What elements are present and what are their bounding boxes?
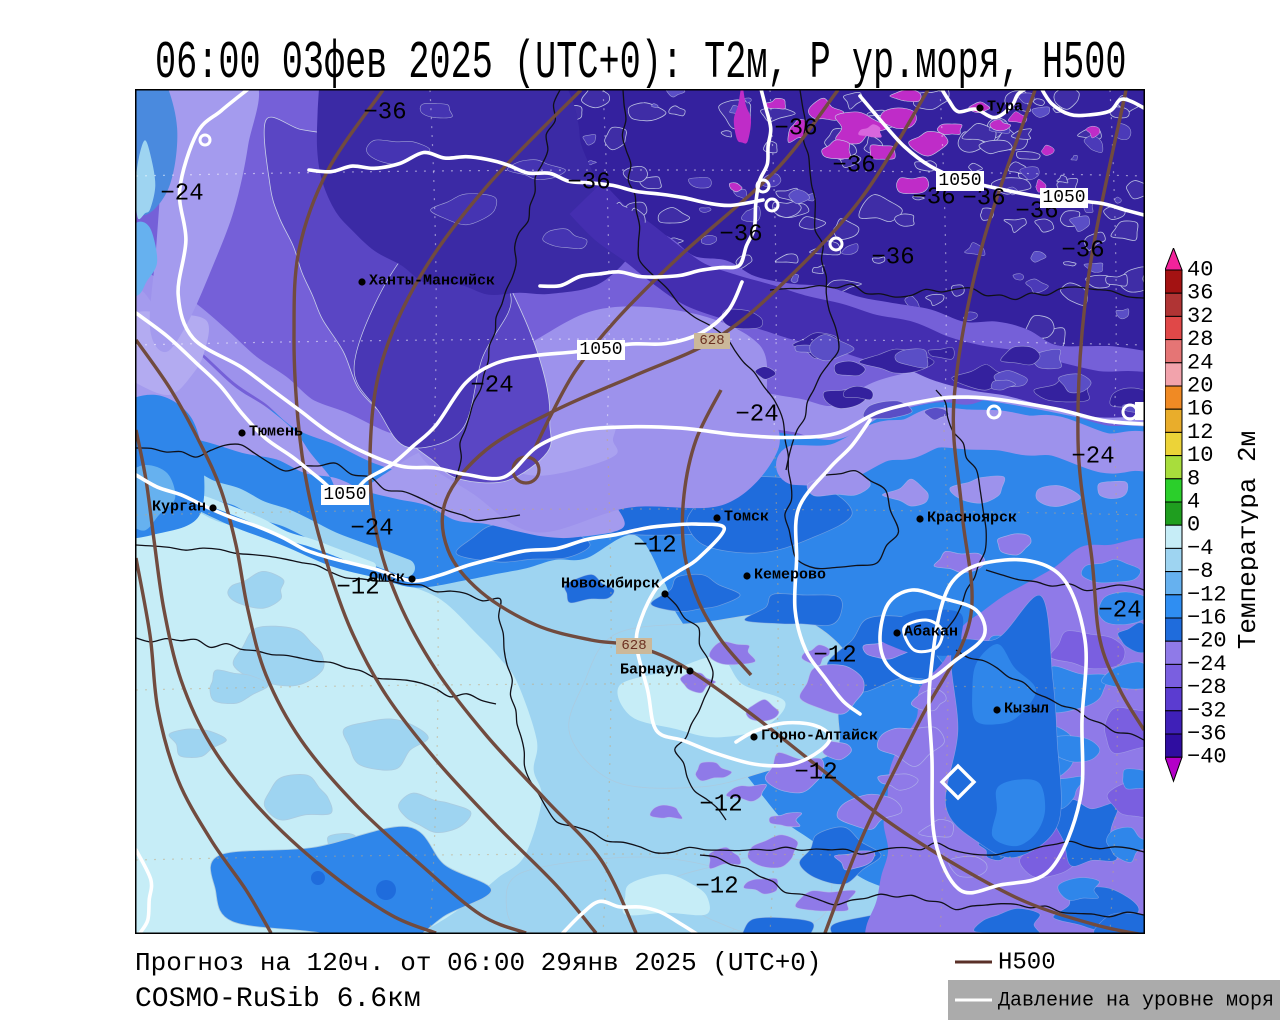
svg-text:Абакан: Абакан bbox=[904, 624, 958, 641]
svg-text:Горно-Алтайск: Горно-Алтайск bbox=[761, 728, 878, 745]
svg-text:−12: −12 bbox=[633, 533, 676, 560]
svg-text:8: 8 bbox=[1187, 466, 1200, 491]
svg-text:−36: −36 bbox=[832, 153, 875, 180]
svg-text:Барнаул: Барнаул bbox=[620, 662, 683, 679]
svg-text:−12: −12 bbox=[1187, 582, 1227, 607]
svg-text:−36: −36 bbox=[774, 116, 817, 143]
svg-text:−24: −24 bbox=[160, 181, 203, 208]
svg-text:−36: −36 bbox=[719, 222, 762, 249]
svg-text:0: 0 bbox=[1187, 513, 1200, 538]
svg-text:−12: −12 bbox=[695, 874, 738, 901]
svg-text:−24: −24 bbox=[1187, 652, 1227, 677]
svg-text:628: 628 bbox=[699, 333, 724, 349]
svg-text:32: 32 bbox=[1187, 304, 1213, 329]
svg-text:4: 4 bbox=[1187, 490, 1200, 515]
svg-text:Давление на уровне моря: Давление на уровне моря bbox=[998, 990, 1274, 1013]
svg-text:24: 24 bbox=[1187, 350, 1213, 375]
svg-text:−24: −24 bbox=[735, 402, 778, 429]
svg-text:−12: −12 bbox=[813, 643, 856, 670]
svg-text:Красноярск: Красноярск bbox=[927, 510, 1017, 527]
svg-text:−24: −24 bbox=[470, 373, 513, 400]
svg-text:Омск: Омск bbox=[369, 570, 405, 587]
svg-text:40: 40 bbox=[1187, 258, 1213, 283]
svg-text:−36: −36 bbox=[871, 245, 914, 272]
svg-text:628: 628 bbox=[621, 638, 646, 654]
svg-text:−20: −20 bbox=[1187, 629, 1227, 654]
svg-text:Новосибирск: Новосибирск bbox=[561, 576, 660, 593]
svg-text:16: 16 bbox=[1187, 397, 1213, 422]
svg-text:1050: 1050 bbox=[323, 485, 366, 505]
svg-text:−24: −24 bbox=[350, 516, 393, 543]
svg-text:Курган: Курган bbox=[152, 499, 206, 516]
svg-text:−28: −28 bbox=[1187, 675, 1227, 700]
svg-text:Ханты-Мансийск: Ханты-Мансийск bbox=[369, 273, 495, 290]
svg-text:−16: −16 bbox=[1187, 606, 1227, 631]
svg-text:−24: −24 bbox=[1098, 598, 1141, 625]
svg-text:1050: 1050 bbox=[1042, 188, 1085, 208]
svg-text:−12: −12 bbox=[794, 760, 837, 787]
svg-text:Кызыл: Кызыл bbox=[1004, 701, 1049, 718]
svg-text:Температура 2м: Температура 2м bbox=[1233, 431, 1258, 649]
svg-text:10: 10 bbox=[1187, 443, 1213, 468]
svg-text:1050: 1050 bbox=[579, 340, 622, 360]
svg-text:36: 36 bbox=[1187, 281, 1213, 306]
svg-text:Тюмень: Тюмень bbox=[249, 424, 303, 441]
svg-text:−36: −36 bbox=[363, 100, 406, 127]
svg-text:20: 20 bbox=[1187, 374, 1213, 399]
svg-text:−40: −40 bbox=[1187, 745, 1227, 770]
svg-text:−24: −24 bbox=[1071, 444, 1114, 471]
svg-text:1050: 1050 bbox=[938, 171, 981, 191]
svg-text:Кемерово: Кемерово bbox=[754, 567, 826, 584]
svg-text:−8: −8 bbox=[1187, 559, 1213, 584]
svg-text:12: 12 bbox=[1187, 420, 1213, 445]
svg-text:H500: H500 bbox=[998, 950, 1056, 977]
svg-text:−32: −32 bbox=[1187, 698, 1227, 723]
svg-text:−4: −4 bbox=[1187, 536, 1213, 561]
svg-text:Томск: Томск bbox=[724, 509, 769, 526]
svg-text:28: 28 bbox=[1187, 327, 1213, 352]
svg-text:−12: −12 bbox=[336, 575, 379, 602]
svg-text:Тура: Тура bbox=[987, 99, 1023, 116]
svg-text:−36: −36 bbox=[1061, 238, 1104, 265]
svg-text:−36: −36 bbox=[567, 170, 610, 197]
svg-text:−36: −36 bbox=[1187, 722, 1227, 747]
svg-text:−12: −12 bbox=[699, 792, 742, 819]
